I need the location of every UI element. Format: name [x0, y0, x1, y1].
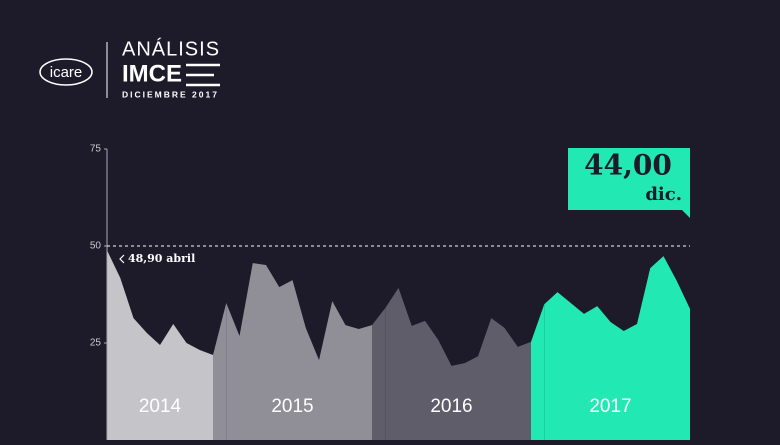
logo-ring [39, 58, 93, 86]
logo: icare [50, 64, 83, 81]
callout-box [568, 148, 690, 218]
callout-value: 44,00 [584, 149, 672, 182]
area-connector [372, 308, 386, 440]
y-tick-label: 25 [90, 338, 102, 349]
callout-label: dic. [645, 184, 682, 205]
legend-label: 2014 [139, 396, 182, 417]
title: ANÁLISIS [122, 37, 220, 60]
area-connector [213, 303, 227, 440]
annotation: 48,90 abril [128, 252, 195, 265]
area [107, 250, 213, 440]
y-tick-label: 75 [90, 144, 102, 155]
legend-label: 2017 [589, 396, 631, 417]
brand: IMCE [122, 60, 182, 87]
subtitle: DICIEMBRE 2017 [122, 89, 219, 99]
brand-lines [186, 63, 220, 87]
legend-label: 2015 [271, 396, 313, 417]
y-tick-label: 50 [90, 241, 102, 252]
area [226, 263, 372, 440]
annotation-chevron [119, 254, 125, 264]
area-connector [531, 304, 545, 440]
legend-label: 2016 [430, 396, 472, 417]
area [544, 256, 690, 440]
area [385, 287, 531, 440]
